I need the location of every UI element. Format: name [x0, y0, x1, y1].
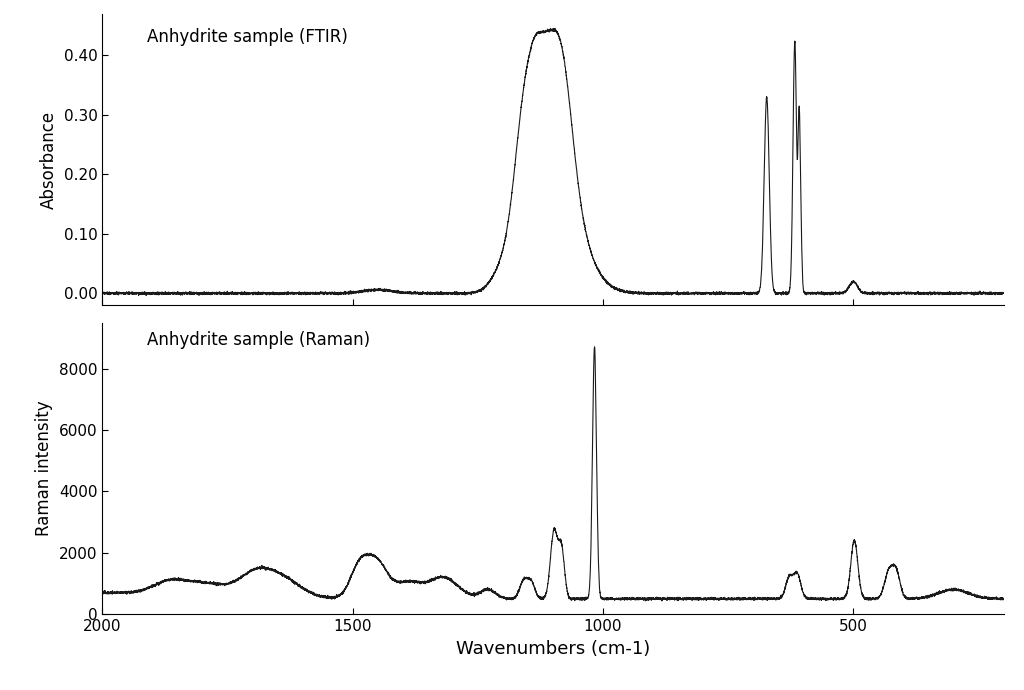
- Y-axis label: Absorbance: Absorbance: [40, 110, 58, 208]
- Text: Anhydrite sample (FTIR): Anhydrite sample (FTIR): [147, 28, 348, 46]
- X-axis label: Wavenumbers (cm-1): Wavenumbers (cm-1): [456, 640, 650, 658]
- Y-axis label: Raman intensity: Raman intensity: [36, 401, 53, 536]
- Text: Anhydrite sample (Raman): Anhydrite sample (Raman): [147, 331, 371, 349]
